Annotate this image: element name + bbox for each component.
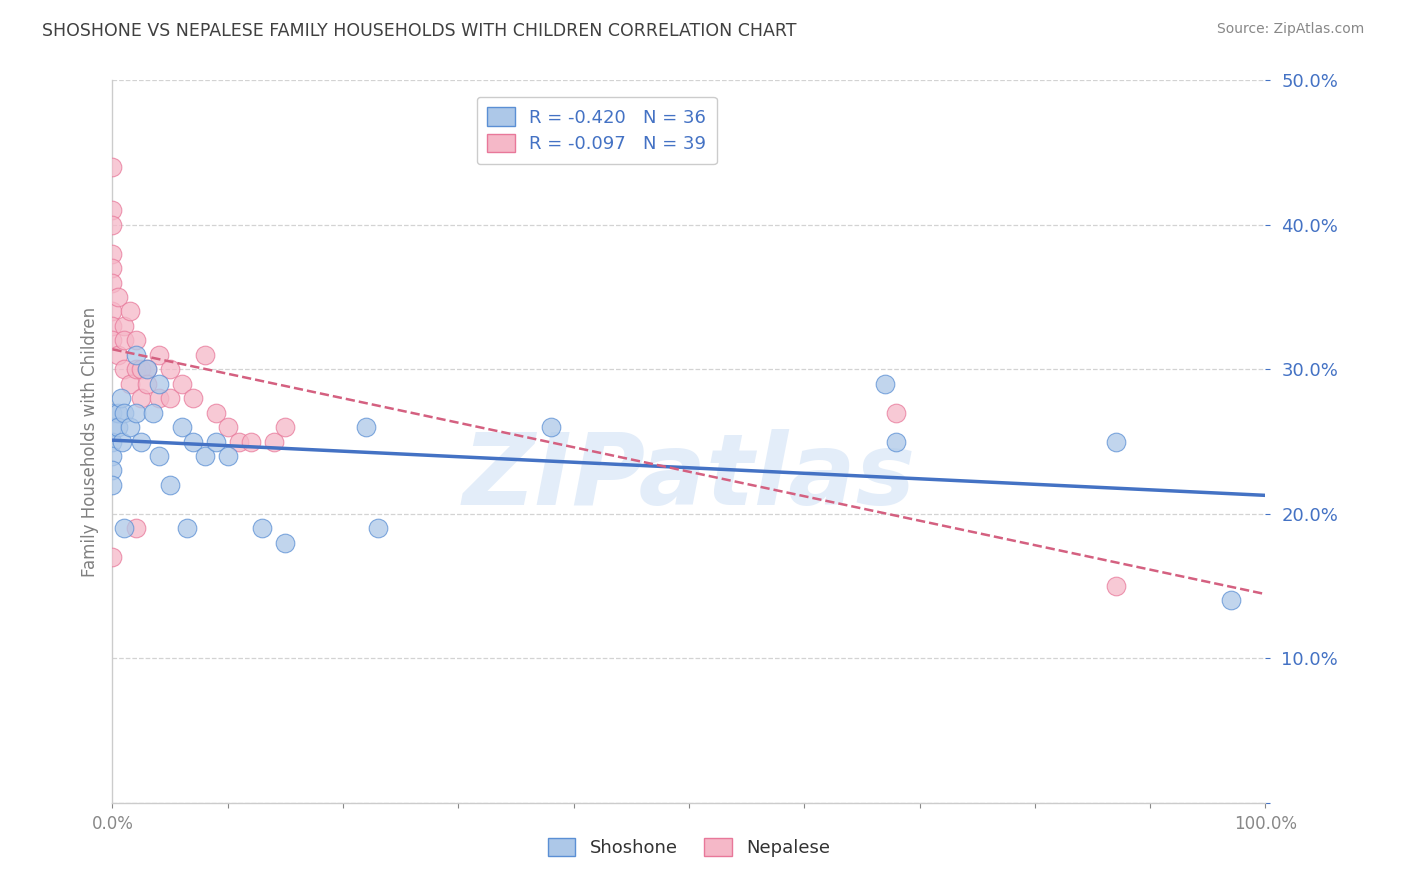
Point — [148, 348, 170, 362]
Point — [159, 391, 181, 405]
Point — [101, 218, 124, 232]
Point — [176, 521, 198, 535]
Point — [129, 391, 153, 405]
Point — [886, 406, 908, 420]
Point — [101, 463, 124, 477]
Point — [101, 304, 124, 318]
Point — [1104, 579, 1126, 593]
Point — [110, 391, 132, 405]
Point — [101, 246, 124, 260]
Point — [136, 376, 159, 391]
Text: Source: ZipAtlas.com: Source: ZipAtlas.com — [1216, 22, 1364, 37]
Point — [112, 362, 135, 376]
Point — [112, 521, 135, 535]
Point — [1219, 593, 1241, 607]
Point — [148, 391, 170, 405]
Point — [101, 550, 124, 565]
Point — [111, 434, 134, 449]
Point — [148, 376, 170, 391]
Point — [118, 304, 141, 318]
Point — [873, 376, 896, 391]
Point — [107, 420, 129, 434]
Point — [124, 348, 146, 362]
Point — [274, 535, 297, 549]
Point — [367, 521, 389, 535]
Point — [181, 391, 204, 405]
Point — [239, 434, 262, 449]
Y-axis label: Family Households with Children: Family Households with Children — [80, 307, 98, 576]
Point — [205, 434, 228, 449]
Point — [101, 434, 124, 449]
Point — [194, 348, 217, 362]
Point — [274, 420, 297, 434]
Point — [107, 290, 129, 304]
Point — [217, 420, 239, 434]
Point — [101, 406, 124, 420]
Point — [228, 434, 250, 449]
Point — [886, 434, 908, 449]
Point — [159, 362, 181, 376]
Point — [101, 261, 124, 276]
Point — [118, 376, 141, 391]
Point — [217, 449, 239, 463]
Text: SHOSHONE VS NEPALESE FAMILY HOUSEHOLDS WITH CHILDREN CORRELATION CHART: SHOSHONE VS NEPALESE FAMILY HOUSEHOLDS W… — [42, 22, 797, 40]
Point — [101, 160, 124, 174]
Point — [124, 362, 146, 376]
Point — [148, 449, 170, 463]
Point — [252, 521, 274, 535]
Point — [1104, 434, 1126, 449]
Point — [107, 406, 129, 420]
Text: ZIPatlas: ZIPatlas — [463, 429, 915, 526]
Point — [540, 420, 562, 434]
Point — [112, 406, 135, 420]
Point — [101, 318, 124, 333]
Point — [112, 318, 135, 333]
Point — [124, 406, 146, 420]
Point — [263, 434, 285, 449]
Point — [129, 434, 153, 449]
Point — [101, 420, 124, 434]
Point — [118, 420, 141, 434]
Point — [129, 362, 153, 376]
Point — [170, 420, 193, 434]
Point — [112, 334, 135, 348]
Point — [136, 362, 159, 376]
Point — [354, 420, 377, 434]
Point — [159, 478, 181, 492]
Point — [107, 348, 129, 362]
Point — [142, 406, 165, 420]
Point — [101, 203, 124, 218]
Point — [101, 478, 124, 492]
Point — [170, 376, 193, 391]
Point — [101, 334, 124, 348]
Legend: Shoshone, Nepalese: Shoshone, Nepalese — [538, 829, 839, 866]
Point — [205, 406, 228, 420]
Point — [194, 449, 217, 463]
Point — [181, 434, 204, 449]
Point — [124, 521, 146, 535]
Point — [101, 276, 124, 290]
Point — [136, 362, 159, 376]
Point — [101, 449, 124, 463]
Point — [124, 334, 146, 348]
